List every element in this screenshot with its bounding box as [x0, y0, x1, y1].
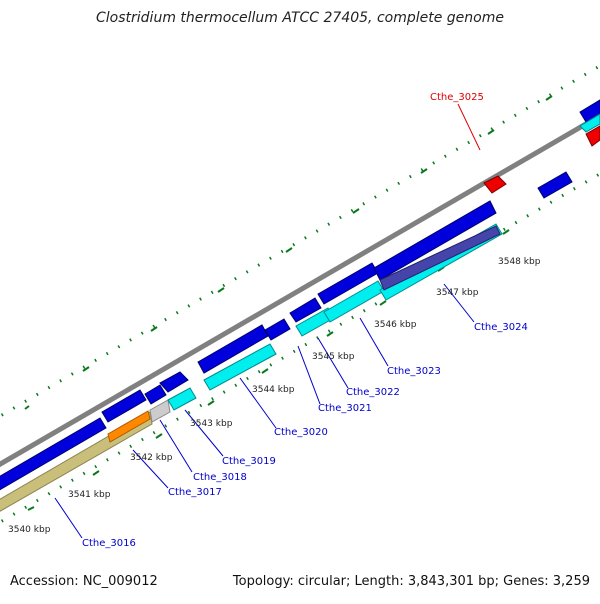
outer-tick-ring	[0, 64, 600, 418]
tick-label: 3545 kbp	[312, 352, 355, 362]
tick-labels: 3540 kbp 3541 kbp 3542 kbp 3543 kbp 3544…	[8, 257, 541, 535]
tick-label: 3543 kbp	[190, 419, 233, 429]
tick-label: 3540 kbp	[8, 525, 51, 535]
grey-feature	[149, 399, 171, 423]
tick-label: 3547 kbp	[436, 288, 479, 298]
gene-label[interactable]: Cthe_3022	[346, 387, 400, 398]
tick-label: 3548 kbp	[498, 257, 541, 267]
orange-feature	[107, 410, 151, 443]
gene-label[interactable]: Cthe_3024	[474, 322, 528, 333]
tick-label: 3546 kbp	[374, 320, 417, 330]
inner-tick-ring	[0, 172, 600, 524]
accession-label: Accession: NC_009012	[10, 574, 158, 589]
leader-cthe3025	[457, 103, 481, 151]
gene-labels: Cthe_3016 Cthe_3017 Cthe_3018 Cthe_3019 …	[82, 92, 528, 549]
highlight-feature-2	[585, 125, 600, 147]
forward-strand-features	[0, 99, 600, 491]
gene-label[interactable]: Cthe_3020	[274, 427, 328, 438]
gene-label[interactable]: Cthe_3017	[168, 487, 222, 498]
tick-label: 3542 kbp	[130, 453, 173, 463]
genome-summary: Topology: circular; Length: 3,843,301 bp…	[232, 574, 590, 589]
gene-label[interactable]: Cthe_3018	[193, 472, 247, 483]
gene-label[interactable]: Cthe_3016	[82, 538, 136, 549]
gene-label[interactable]: Cthe_3025	[430, 92, 484, 103]
gene-label[interactable]: Cthe_3019	[222, 456, 276, 467]
major-ticks	[24, 95, 553, 511]
tick-label: 3544 kbp	[252, 385, 295, 395]
gene-label[interactable]: Cthe_3021	[318, 403, 372, 414]
dark-overlay-feature	[379, 225, 501, 291]
gene-label[interactable]: Cthe_3023	[387, 366, 441, 377]
tick-label: 3541 kbp	[68, 490, 111, 500]
highlight-feature-cthe3025	[483, 175, 507, 194]
genome-backbone	[0, 112, 600, 468]
gene-label-leaders	[54, 283, 475, 539]
map-title: Clostridium thermocellum ATCC 27405, com…	[96, 10, 504, 26]
